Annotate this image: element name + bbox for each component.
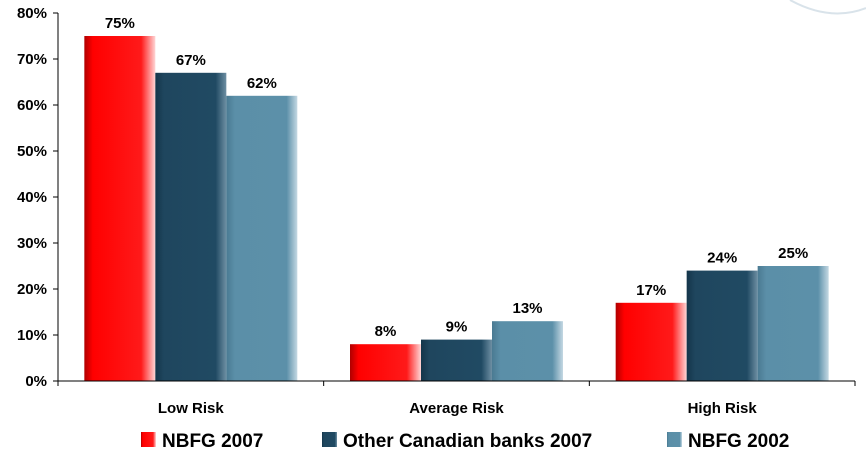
legend: NBFG 2007 Other Canadian banks 2007 NBFG 2… [141, 431, 789, 452]
x-category-label: High Risk [688, 400, 758, 417]
data-label: 9% [446, 319, 468, 336]
data-label: 8% [375, 323, 397, 340]
legend-label: NBFG 2007 [162, 431, 263, 452]
x-axis: Low Risk Average Risk High Risk [57, 380, 856, 417]
y-tick-label: 70% [17, 51, 47, 68]
bar [84, 36, 156, 381]
data-label: 25% [778, 245, 808, 262]
bar [226, 95, 298, 382]
bar [492, 321, 563, 381]
legend-swatch [667, 432, 682, 447]
y-tick-label: 10% [17, 327, 47, 344]
bar [155, 72, 227, 382]
y-tick-label: 0% [25, 373, 47, 390]
data-label: 75% [105, 15, 135, 32]
legend-label: NBFG 2002 [688, 431, 789, 452]
bar [757, 266, 829, 381]
legend-swatch [141, 432, 156, 447]
x-category-label: Average Risk [409, 400, 504, 417]
data-label: 13% [512, 300, 542, 317]
decorative-swoosh [789, 0, 866, 15]
legend-label: Other Canadian banks 2007 [343, 431, 592, 452]
y-tick-label: 50% [17, 143, 47, 160]
y-tick-label: 60% [17, 97, 47, 114]
y-tick-label: 80% [17, 5, 47, 22]
data-label: 24% [707, 250, 737, 267]
bar [350, 344, 421, 381]
y-axis: 0% 10% 20% 30% 40% 50% 60% 70% 80% [17, 5, 59, 390]
bar [615, 302, 687, 381]
legend-swatch [322, 432, 337, 447]
data-label: 17% [636, 282, 666, 299]
data-label: 67% [176, 52, 206, 69]
bar [421, 339, 492, 381]
bar [686, 270, 758, 381]
y-tick-label: 20% [17, 281, 47, 298]
x-category-label: Low Risk [158, 400, 225, 417]
bars [84, 36, 829, 382]
y-tick-label: 30% [17, 235, 47, 252]
data-labels: 75% 67% 62% 8% 9% 13% 17% 24% 25% [105, 15, 808, 340]
y-tick-label: 40% [17, 189, 47, 206]
data-label: 62% [247, 75, 277, 92]
